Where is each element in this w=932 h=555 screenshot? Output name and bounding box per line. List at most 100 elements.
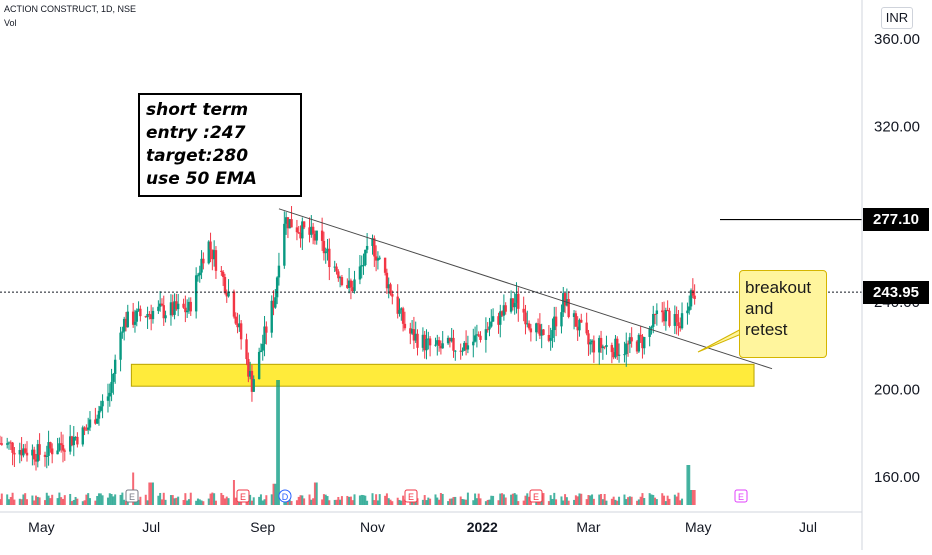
earnings-marker[interactable] <box>529 489 543 503</box>
candle[interactable] <box>423 334 426 351</box>
candle[interactable] <box>648 328 651 337</box>
candle[interactable] <box>389 284 392 295</box>
earnings-marker[interactable] <box>125 489 139 503</box>
candle[interactable] <box>626 343 630 345</box>
candle[interactable] <box>135 310 138 322</box>
candle[interactable] <box>585 322 588 334</box>
candle[interactable] <box>628 337 632 344</box>
candle[interactable] <box>668 310 671 326</box>
candle[interactable] <box>263 326 266 344</box>
candle[interactable] <box>5 443 9 445</box>
candle[interactable] <box>574 313 578 327</box>
candle[interactable] <box>131 311 135 325</box>
candle[interactable] <box>157 306 160 311</box>
candle[interactable] <box>288 219 291 229</box>
candle[interactable] <box>466 345 470 350</box>
candle[interactable] <box>50 448 54 455</box>
candle[interactable] <box>182 303 185 308</box>
candle[interactable] <box>122 318 126 332</box>
candle[interactable] <box>502 305 506 316</box>
candle[interactable] <box>517 293 520 309</box>
candle[interactable] <box>187 301 191 311</box>
candle[interactable] <box>553 316 556 331</box>
candle[interactable] <box>625 343 628 355</box>
candle[interactable] <box>99 406 102 411</box>
candle[interactable] <box>662 312 666 322</box>
candle[interactable] <box>371 238 374 246</box>
candle[interactable] <box>434 344 437 346</box>
candle[interactable] <box>227 291 230 297</box>
candle[interactable] <box>547 334 551 341</box>
candle[interactable] <box>398 309 401 314</box>
candle[interactable] <box>9 442 12 444</box>
candle[interactable] <box>34 459 38 462</box>
candle[interactable] <box>446 337 450 344</box>
candle[interactable] <box>686 310 689 314</box>
candle[interactable] <box>198 272 201 276</box>
candle[interactable] <box>284 217 288 224</box>
candle[interactable] <box>70 436 74 446</box>
candle[interactable] <box>101 400 104 407</box>
candle[interactable] <box>477 334 480 336</box>
candle[interactable] <box>257 351 261 380</box>
candle[interactable] <box>234 316 237 324</box>
candle[interactable] <box>617 354 621 356</box>
candle[interactable] <box>38 444 41 455</box>
candle[interactable] <box>580 319 583 323</box>
candle[interactable] <box>36 444 39 462</box>
candle[interactable] <box>572 313 576 317</box>
candle[interactable] <box>94 419 97 424</box>
candle[interactable] <box>360 265 363 267</box>
earnings-marker[interactable] <box>734 489 748 503</box>
candle[interactable] <box>425 338 428 351</box>
candle[interactable] <box>113 359 117 374</box>
candle[interactable] <box>601 346 605 349</box>
candle[interactable] <box>416 333 419 348</box>
candle[interactable] <box>290 219 293 228</box>
candle[interactable] <box>590 340 594 343</box>
candle[interactable] <box>333 266 336 268</box>
candle[interactable] <box>536 323 540 325</box>
candle[interactable] <box>220 270 223 272</box>
candle[interactable] <box>680 313 684 329</box>
candle[interactable] <box>603 346 606 348</box>
candle[interactable] <box>551 330 554 338</box>
candle[interactable] <box>623 354 626 356</box>
candle[interactable] <box>32 449 36 460</box>
candle[interactable] <box>535 323 538 333</box>
candle[interactable] <box>211 249 214 260</box>
candle[interactable] <box>540 329 543 336</box>
candle[interactable] <box>655 310 659 315</box>
candle[interactable] <box>437 340 441 346</box>
candle[interactable] <box>421 334 425 348</box>
earnings-marker[interactable] <box>404 489 418 503</box>
candle[interactable] <box>252 379 255 392</box>
candle[interactable] <box>441 343 444 349</box>
candle[interactable] <box>436 340 439 345</box>
candle[interactable] <box>47 442 50 456</box>
candle[interactable] <box>635 341 639 352</box>
candle[interactable] <box>427 338 430 340</box>
candle[interactable] <box>119 332 122 360</box>
candle[interactable] <box>346 285 349 288</box>
candle[interactable] <box>639 334 642 337</box>
candle[interactable] <box>605 345 608 348</box>
candle[interactable] <box>58 443 61 451</box>
candle[interactable] <box>110 381 113 393</box>
candle[interactable] <box>59 443 63 445</box>
candle[interactable] <box>490 321 493 327</box>
candle[interactable] <box>383 257 387 273</box>
candle[interactable] <box>513 302 516 308</box>
candle[interactable] <box>387 284 390 289</box>
last-price-tag[interactable]: 243.95 <box>863 280 929 304</box>
candle[interactable] <box>340 277 344 286</box>
candle[interactable] <box>171 302 174 315</box>
candle[interactable] <box>275 277 279 298</box>
candle[interactable] <box>486 329 489 331</box>
candle[interactable] <box>448 337 452 342</box>
candle[interactable] <box>301 221 304 239</box>
candle[interactable] <box>126 311 129 328</box>
candle[interactable] <box>599 337 603 349</box>
candle[interactable] <box>139 308 142 317</box>
candle[interactable] <box>562 293 565 313</box>
